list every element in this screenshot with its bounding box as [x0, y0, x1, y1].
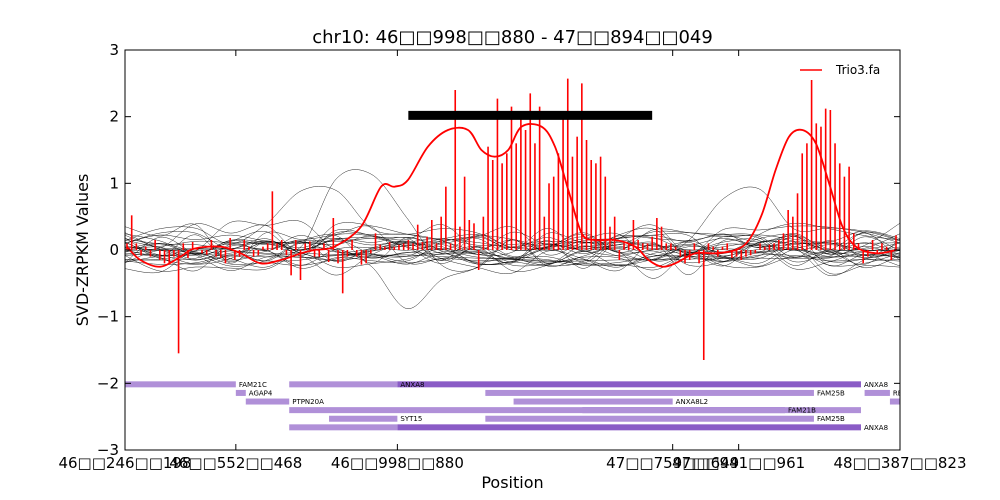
- gene-track-bar: [289, 381, 398, 388]
- gene-track-label: FAM25B: [817, 389, 845, 397]
- gene-track-label: ANXA8: [864, 424, 888, 432]
- background-sample-line: [125, 241, 900, 272]
- x-tick-label: 48□□387□□823: [833, 454, 966, 472]
- gene-track-label: GDF2: [903, 398, 922, 406]
- x-tick-label: 46□□998□□880: [331, 454, 464, 472]
- background-sample-line: [125, 241, 900, 268]
- y-tick-label: 0: [109, 241, 119, 259]
- gene-track-bar: [397, 424, 861, 431]
- background-sample-line: [125, 225, 900, 256]
- gene-track-label: ANXA8L2: [676, 398, 708, 406]
- chart-title: chr10: 46□□998□□880 - 47□□894□□049: [312, 27, 713, 48]
- y-axis-label: SVD-ZRPKM Values: [73, 174, 92, 327]
- gene-track-label: ANXA8: [864, 381, 888, 389]
- gene-track-bar: [513, 398, 673, 405]
- gene-track-bar: [485, 415, 814, 422]
- legend-label: Trio3.fa: [835, 63, 880, 77]
- gene-track-bar: [245, 398, 290, 405]
- y-tick-label: 2: [109, 108, 119, 126]
- gene-track-label: RBP3: [893, 389, 911, 397]
- gene-track-label: SYT15: [400, 415, 422, 423]
- gene-track-label: FAM21C: [239, 381, 267, 389]
- gene-track-bar: [235, 389, 246, 396]
- background-sample-line: [125, 233, 900, 254]
- y-tick-label: 1: [109, 174, 119, 192]
- y-tick-label: −2: [97, 374, 119, 392]
- y-tick-label: −3: [97, 441, 119, 459]
- background-sample-line: [125, 241, 900, 279]
- smoothed-signal-line: [126, 123, 897, 268]
- background-sample-line: [125, 253, 900, 265]
- x-tick-label: 46□□246□□198: [58, 454, 191, 472]
- gene-track-bar: [329, 415, 398, 422]
- gene-track-label: FAM25B: [817, 415, 845, 423]
- background-sample-line: [125, 243, 900, 264]
- background-sample-line: [125, 186, 900, 262]
- gene-track-bar: [125, 381, 236, 388]
- x-tick-label: 47□□941□□961: [672, 454, 805, 472]
- gene-track-bar: [397, 381, 861, 388]
- gene-track-bar: [289, 407, 861, 414]
- background-sample-line: [125, 222, 900, 263]
- x-tick-label: 46□□552□□468: [169, 454, 302, 472]
- x-axis-label: Position: [481, 473, 543, 492]
- gene-track-bar: [864, 389, 890, 396]
- gene-track-label: ANXA8: [400, 381, 424, 389]
- gene-track-label: FAM21B: [788, 407, 816, 415]
- gene-track-bar: [889, 398, 900, 405]
- gene-track-bar: [289, 424, 398, 431]
- y-tick-label: −1: [97, 308, 119, 326]
- gene-track-bar: [485, 389, 814, 396]
- y-tick-label: 3: [109, 41, 119, 59]
- gene-track-label: AGAP4: [249, 389, 273, 397]
- x-tick-label: 47□□759□□649: [606, 454, 739, 472]
- background-sample-line: [125, 245, 900, 267]
- gene-track-label: PTPN20A: [292, 398, 324, 406]
